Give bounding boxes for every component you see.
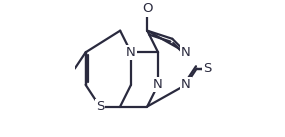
Text: N: N [153, 78, 163, 91]
Text: N: N [126, 46, 136, 59]
Text: O: O [142, 2, 152, 15]
Text: S: S [203, 62, 212, 75]
Text: N: N [181, 78, 191, 91]
Text: S: S [96, 100, 104, 113]
Text: N: N [181, 46, 191, 59]
